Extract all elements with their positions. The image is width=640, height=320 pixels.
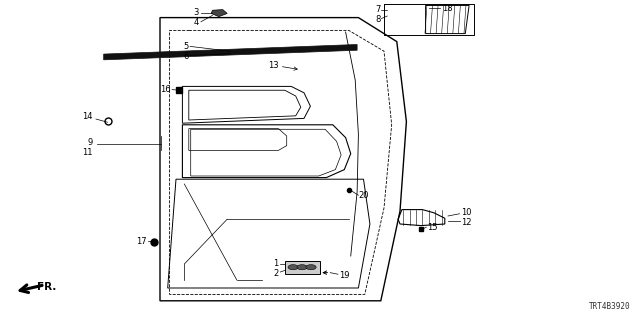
Polygon shape xyxy=(211,10,227,17)
Text: 8: 8 xyxy=(376,15,381,24)
Text: 6: 6 xyxy=(184,52,189,60)
Text: 18: 18 xyxy=(442,4,452,12)
Text: 13: 13 xyxy=(268,61,278,70)
Text: 10: 10 xyxy=(461,208,471,217)
Text: 1: 1 xyxy=(273,260,278,268)
Polygon shape xyxy=(104,44,357,60)
Text: 16: 16 xyxy=(160,85,171,94)
Text: 19: 19 xyxy=(339,271,349,280)
Text: 4: 4 xyxy=(193,18,198,27)
Text: 17: 17 xyxy=(136,237,147,246)
Text: 11: 11 xyxy=(83,148,93,156)
Text: 3: 3 xyxy=(193,8,198,17)
Text: 15: 15 xyxy=(428,223,438,232)
Circle shape xyxy=(288,265,298,270)
Text: 14: 14 xyxy=(83,112,93,121)
Text: 20: 20 xyxy=(358,191,369,200)
Text: TRT4B3920: TRT4B3920 xyxy=(589,302,630,311)
Text: FR.: FR. xyxy=(37,282,56,292)
Circle shape xyxy=(297,265,307,270)
Text: 7: 7 xyxy=(376,5,381,14)
Text: 12: 12 xyxy=(461,218,471,227)
Text: 9: 9 xyxy=(88,138,93,147)
Text: 2: 2 xyxy=(273,269,278,278)
Polygon shape xyxy=(285,261,320,274)
Circle shape xyxy=(306,265,316,270)
Text: 5: 5 xyxy=(184,42,189,51)
